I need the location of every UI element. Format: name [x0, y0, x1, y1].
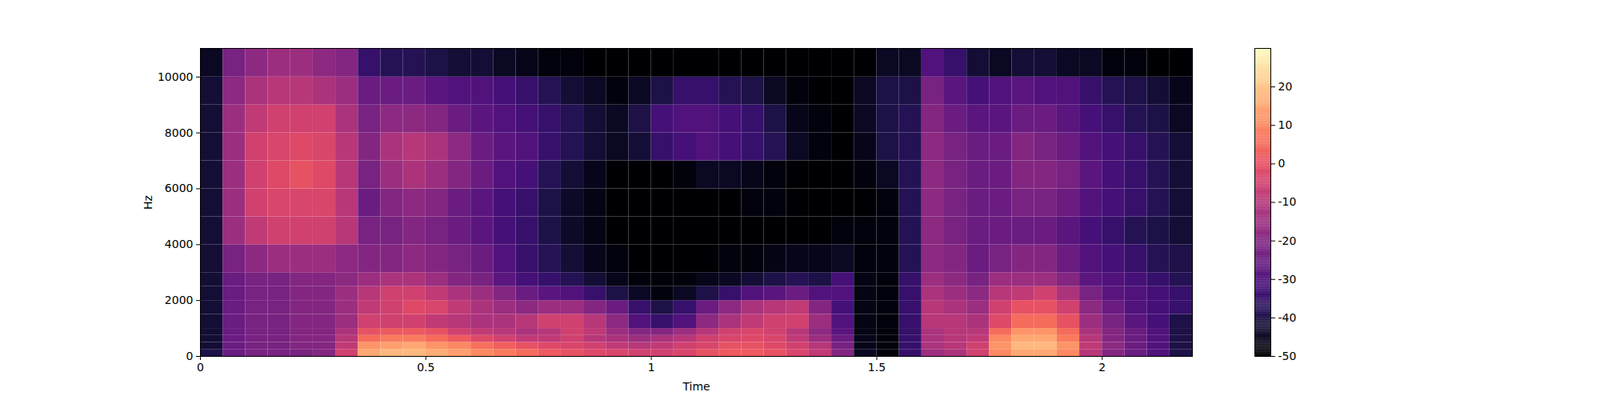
svg-text:8000: 8000 — [164, 126, 194, 140]
svg-text:-40: -40 — [1278, 311, 1297, 324]
svg-text:-50: -50 — [1278, 349, 1297, 363]
svg-text:6000: 6000 — [164, 181, 194, 195]
svg-text:2000: 2000 — [164, 293, 194, 307]
svg-text:4000: 4000 — [164, 237, 194, 251]
svg-text:Time: Time — [681, 380, 710, 393]
svg-text:2: 2 — [1098, 360, 1106, 374]
svg-text:Hz: Hz — [141, 195, 155, 210]
svg-text:-20: -20 — [1278, 234, 1297, 248]
svg-text:10000: 10000 — [157, 70, 194, 84]
svg-text:1.5: 1.5 — [868, 360, 886, 374]
svg-text:20: 20 — [1278, 80, 1293, 93]
svg-text:1: 1 — [648, 360, 656, 374]
svg-text:0: 0 — [196, 360, 204, 374]
svg-text:0: 0 — [1278, 156, 1286, 170]
svg-text:0.5: 0.5 — [416, 360, 435, 374]
svg-text:-30: -30 — [1278, 272, 1297, 286]
svg-text:0: 0 — [186, 349, 194, 363]
svg-text:-10: -10 — [1278, 195, 1297, 208]
svg-text:10: 10 — [1278, 118, 1293, 132]
